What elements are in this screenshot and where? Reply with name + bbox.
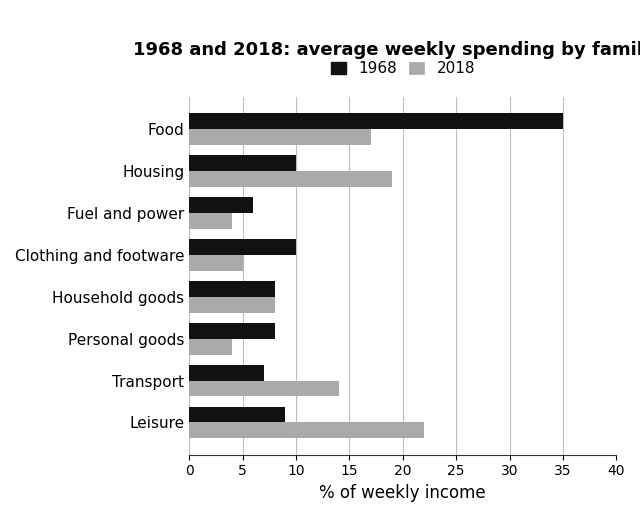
- Legend: 1968, 2018: 1968, 2018: [331, 61, 475, 76]
- Bar: [189, 113, 563, 129]
- Bar: [189, 197, 253, 212]
- Bar: [189, 323, 275, 339]
- X-axis label: % of weekly income: % of weekly income: [319, 484, 486, 502]
- Bar: [189, 129, 371, 145]
- Bar: [189, 239, 296, 255]
- Bar: [189, 171, 392, 187]
- Bar: [189, 255, 243, 270]
- Title: 1968 and 2018: average weekly spending by families: 1968 and 2018: average weekly spending b…: [133, 41, 640, 59]
- Bar: [189, 422, 424, 438]
- Bar: [189, 155, 296, 171]
- Bar: [189, 406, 285, 422]
- Bar: [189, 212, 232, 229]
- Bar: [189, 339, 232, 355]
- Bar: [189, 281, 275, 297]
- Bar: [189, 381, 339, 397]
- Bar: [189, 364, 264, 381]
- Bar: [189, 297, 275, 313]
